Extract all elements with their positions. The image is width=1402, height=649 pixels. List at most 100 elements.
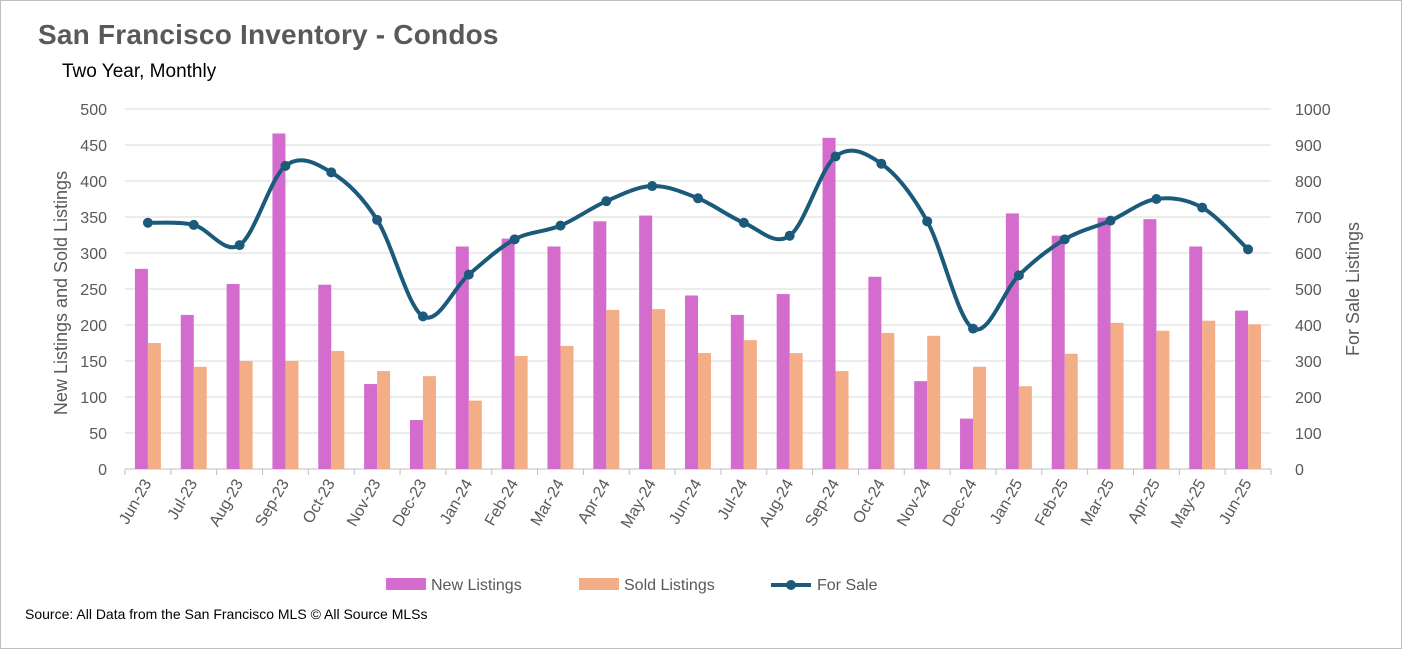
point-for-sale [417, 311, 428, 322]
bar-new-listings [730, 314, 744, 469]
x-tick-label: Mar-25 [1078, 476, 1118, 528]
bar-sold-listings [743, 340, 757, 469]
y2-tick-label: 900 [1295, 138, 1322, 155]
bar-sold-listings [560, 345, 574, 469]
point-for-sale [1105, 215, 1116, 226]
bar-new-listings [776, 294, 790, 469]
x-tick-label: Jan-24 [437, 476, 476, 527]
bar-sold-listings [331, 350, 345, 469]
bar-new-listings [364, 384, 378, 469]
point-for-sale [647, 181, 658, 192]
bar-sold-listings [789, 353, 803, 469]
bar-sold-listings [1248, 324, 1262, 469]
legend-label-for-sale: For Sale [817, 577, 878, 594]
x-tick-label: Jun-25 [1216, 476, 1255, 527]
point-for-sale [555, 220, 566, 231]
bar-sold-listings [285, 361, 299, 469]
bar-new-listings [226, 283, 240, 469]
y2-tick-label: 800 [1295, 174, 1322, 191]
y-axis-title: New Listings and Sold Listings [51, 171, 71, 415]
point-for-sale [372, 214, 383, 225]
y-tick-label: 100 [80, 390, 107, 407]
point-for-sale [280, 160, 291, 171]
bar-sold-listings [835, 371, 849, 469]
bar-new-listings [318, 284, 332, 469]
bar-new-listings [180, 314, 194, 469]
y-tick-label: 200 [80, 318, 107, 335]
x-tick-label: May-24 [618, 476, 659, 531]
bar-new-listings [272, 133, 286, 470]
y-tick-label: 400 [80, 174, 107, 191]
x-tick-label: Jun-24 [666, 476, 705, 527]
x-tick-label: Dec-24 [940, 476, 981, 529]
point-for-sale [234, 240, 245, 251]
bar-sold-listings [881, 332, 895, 469]
point-for-sale [1243, 244, 1254, 255]
legend-label-sold-listings: Sold Listings [624, 577, 715, 594]
bar-sold-listings [147, 343, 161, 469]
y2-tick-label: 1000 [1295, 102, 1331, 119]
point-for-sale [509, 234, 520, 245]
bar-new-listings [685, 295, 698, 469]
x-tick-label: Nov-24 [894, 476, 935, 529]
bar-new-listings [547, 246, 561, 469]
x-tick-label: Sep-24 [802, 476, 843, 529]
y-tick-label: 350 [80, 210, 107, 227]
point-for-sale [463, 269, 474, 280]
point-for-sale [326, 167, 337, 178]
bar-sold-listings [606, 309, 620, 469]
y2-axis-title: For Sale Listings [1343, 222, 1363, 356]
bar-new-listings [1097, 217, 1111, 469]
x-tick-label: Aug-24 [757, 476, 798, 529]
bar-sold-listings [377, 371, 391, 469]
bar-sold-listings [652, 309, 666, 469]
point-for-sale [830, 151, 841, 162]
x-tick-label: Jan-25 [987, 476, 1026, 527]
y2-tick-label: 700 [1295, 210, 1322, 227]
x-tick-label: Aug-23 [207, 476, 248, 529]
bar-new-listings [1189, 246, 1203, 469]
chart-canvas: 0 50 100 150 200 250 300 350 400 450 500 0 100 200 300… [51, 102, 1363, 594]
x-tick-label: Dec-23 [390, 476, 431, 529]
x-tick-label: Oct-23 [300, 476, 339, 526]
bar-sold-listings [973, 366, 987, 469]
bar-sold-listings [514, 355, 528, 469]
point-for-sale [1013, 270, 1024, 281]
y-tick-label: 250 [80, 282, 107, 299]
bar-new-listings [1235, 310, 1249, 469]
bar-sold-listings [698, 353, 711, 469]
bar-new-listings [914, 381, 928, 469]
bar-new-listings [639, 215, 653, 469]
bar-new-listings [960, 418, 974, 469]
bar-sold-listings [1110, 322, 1124, 469]
legend-swatch-sold-listings [579, 578, 619, 590]
y2-tick-label: 200 [1295, 390, 1322, 407]
bar-sold-listings [1018, 386, 1032, 469]
chart-subtitle: Two Year, Monthly [62, 61, 217, 82]
bar-new-listings [501, 238, 515, 469]
legend-label-new-listings: New Listings [431, 577, 522, 594]
legend-swatch-new-listings [386, 578, 426, 590]
x-tick-label: Jul-24 [715, 476, 752, 522]
bar-new-listings [1143, 219, 1157, 469]
y-tick-label: 50 [89, 426, 107, 443]
point-for-sale [968, 323, 979, 334]
x-tick-label: Jul-23 [165, 476, 202, 522]
source-note: Source: All Data from the San Francisco … [25, 606, 428, 622]
chart-title: San Francisco Inventory - Condos [38, 19, 499, 50]
legend-marker-for-sale [786, 580, 796, 590]
x-tick-label: Apr-25 [1125, 476, 1164, 526]
x-tick-label: Jun-23 [116, 476, 155, 527]
y2-tick-label: 0 [1295, 462, 1304, 479]
x-tick-label: Apr-24 [575, 476, 614, 526]
point-for-sale [1059, 234, 1070, 245]
y2-tick-label: 300 [1295, 354, 1322, 371]
bar-new-listings [822, 137, 836, 470]
point-for-sale [922, 216, 933, 227]
y-tick-label: 0 [98, 462, 107, 479]
bar-new-listings [1005, 213, 1019, 469]
y2-tick-label: 500 [1295, 282, 1322, 299]
x-tick-label: Oct-24 [850, 476, 889, 526]
y-tick-label: 300 [80, 246, 107, 263]
